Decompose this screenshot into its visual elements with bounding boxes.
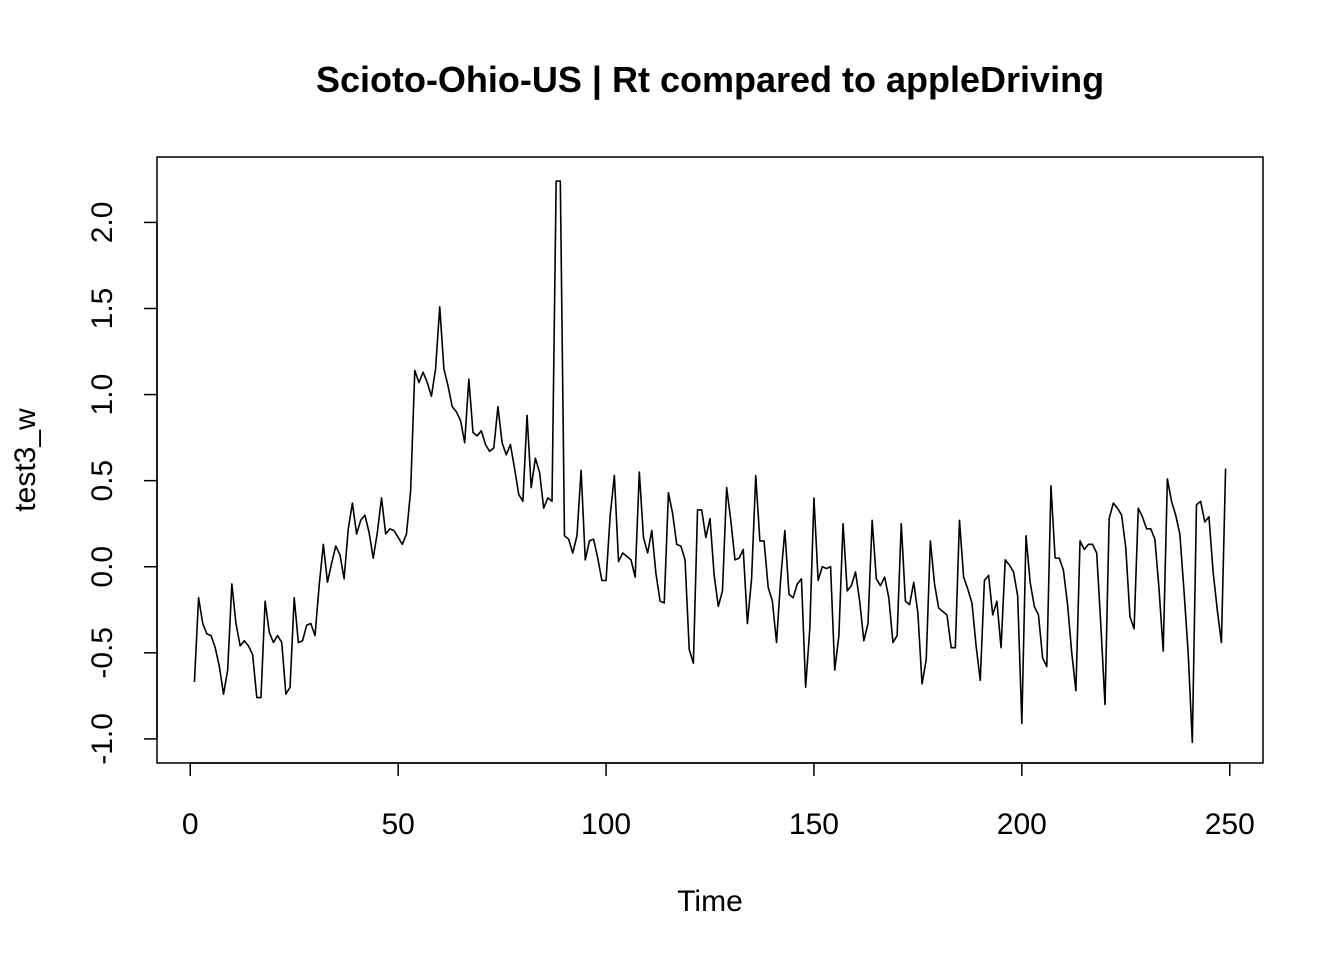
chart-title: Scioto-Ohio-US | Rt compared to appleDri…	[316, 59, 1104, 101]
x-tick-label: 200	[997, 808, 1047, 841]
y-tick-label: 0.0	[86, 546, 119, 588]
x-tick-label: 250	[1205, 808, 1255, 841]
plot-frame	[156, 156, 1264, 764]
x-tick-label: 150	[789, 808, 839, 841]
y-tick-label: 1.5	[86, 288, 119, 330]
x-tick-label: 100	[581, 808, 631, 841]
y-tick-label: -0.5	[86, 627, 119, 679]
x-tick-label: 50	[381, 808, 414, 841]
x-axis-label: Time	[677, 885, 743, 918]
y-tick-label: 0.5	[86, 460, 119, 502]
series-line	[193, 180, 1227, 744]
y-axis: -1.0 -0.5 0.0 0.5 1.0 1.5 2.0	[86, 202, 158, 765]
y-tick-label: 2.0	[86, 202, 119, 244]
series-group	[193, 180, 1227, 744]
y-tick-label: -1.0	[86, 713, 119, 765]
y-tick-label: 1.0	[86, 374, 119, 416]
x-tick-label: 0	[182, 808, 199, 841]
y-axis-label: test3_w	[9, 408, 42, 512]
x-axis: 0 50 100 150 200 250	[182, 762, 1255, 841]
